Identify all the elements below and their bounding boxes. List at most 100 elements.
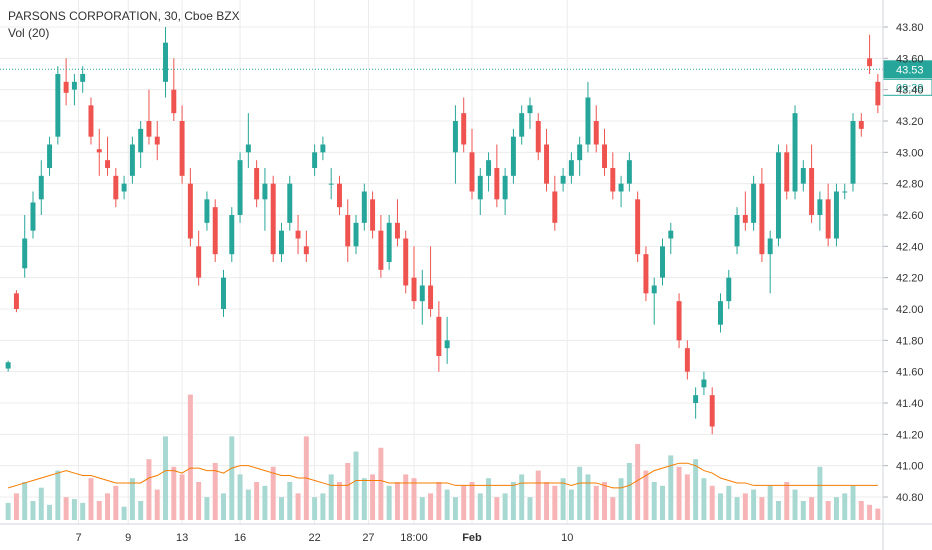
candle-body bbox=[668, 230, 674, 239]
y-tick-label: 41.60 bbox=[896, 367, 924, 379]
volume-bar bbox=[179, 474, 185, 520]
candle-body bbox=[138, 128, 144, 153]
volume-bar bbox=[809, 497, 815, 520]
volume-bar bbox=[71, 499, 77, 520]
volume-bar bbox=[775, 501, 781, 520]
candle-body bbox=[96, 149, 102, 153]
candle-body bbox=[767, 238, 773, 255]
candle-body bbox=[436, 316, 442, 356]
volume-bar bbox=[5, 502, 11, 520]
volume-ma-polyline bbox=[7, 462, 878, 489]
candle-body bbox=[270, 183, 276, 255]
volume-bar bbox=[717, 493, 723, 520]
candle-body bbox=[519, 113, 525, 137]
candle-body bbox=[693, 395, 699, 403]
volume-bar bbox=[709, 485, 715, 520]
candle-body bbox=[370, 199, 376, 231]
last-price-label[interactable]: 43.53 bbox=[896, 64, 924, 76]
volume-bar bbox=[154, 489, 160, 520]
volume-bar bbox=[726, 485, 732, 520]
candle-body bbox=[129, 144, 135, 176]
volume-bar bbox=[378, 447, 384, 520]
volume-bar bbox=[394, 482, 400, 520]
volume-bar bbox=[436, 482, 442, 520]
candle-body bbox=[121, 183, 127, 192]
volume-bar bbox=[734, 497, 740, 520]
candle-body bbox=[411, 277, 417, 302]
candle-body bbox=[336, 183, 342, 208]
volume-bar bbox=[825, 501, 831, 520]
volume-bar bbox=[618, 478, 624, 520]
candle-body bbox=[295, 230, 301, 239]
volume-bar bbox=[800, 501, 806, 520]
candle-body bbox=[817, 199, 823, 215]
volume-bar bbox=[63, 497, 69, 520]
candle-body bbox=[444, 340, 450, 349]
volume-bar bbox=[370, 474, 376, 520]
candle-body bbox=[13, 293, 19, 309]
volume-bar bbox=[759, 497, 765, 520]
candle-body bbox=[105, 160, 111, 168]
volume-bar bbox=[295, 493, 301, 520]
candle-body bbox=[833, 191, 839, 239]
volume-bar bbox=[502, 493, 508, 520]
candle-body bbox=[593, 121, 599, 145]
candle-body bbox=[552, 191, 558, 223]
x-tick-label: 13 bbox=[176, 532, 188, 544]
volume-bar bbox=[875, 508, 881, 520]
candle-body bbox=[378, 230, 384, 270]
y-tick-label: 42.60 bbox=[896, 210, 924, 222]
volume-bar bbox=[336, 482, 342, 520]
volume-bar bbox=[353, 451, 359, 520]
candle-body bbox=[635, 199, 641, 255]
volume-bar bbox=[602, 482, 608, 520]
volume-bar bbox=[312, 497, 318, 520]
volume-bar bbox=[245, 489, 251, 520]
y-tick-label: 41.80 bbox=[896, 335, 924, 347]
volume-bar bbox=[568, 489, 574, 520]
candle-body bbox=[825, 199, 831, 239]
candle-body bbox=[452, 121, 458, 153]
candle-body bbox=[734, 215, 740, 247]
candle-body bbox=[477, 175, 483, 200]
candle-body bbox=[751, 183, 757, 223]
countdown-label[interactable]: 09:39 bbox=[896, 82, 924, 94]
candle-body bbox=[196, 246, 202, 278]
volume-bar bbox=[221, 493, 226, 520]
volume-indicator-label[interactable]: Vol (20) bbox=[8, 26, 50, 40]
candle-body bbox=[245, 144, 251, 153]
candle-body bbox=[602, 144, 608, 168]
candle-body bbox=[701, 379, 707, 388]
volume-bar bbox=[767, 485, 773, 520]
volume-bar bbox=[328, 474, 334, 520]
volume-bar bbox=[477, 493, 483, 520]
candle-body bbox=[237, 160, 243, 215]
candle-body bbox=[717, 301, 723, 325]
candle-body bbox=[154, 136, 160, 145]
volume-bar bbox=[187, 394, 193, 520]
volume-bar bbox=[212, 463, 218, 520]
candle-body bbox=[676, 301, 682, 341]
volume-bar bbox=[361, 478, 367, 520]
volume-bar bbox=[585, 474, 591, 520]
candle-body bbox=[568, 160, 574, 176]
volume-bar bbox=[544, 482, 550, 520]
candle-body bbox=[428, 285, 434, 309]
candle-body bbox=[204, 199, 210, 223]
candle-body bbox=[171, 89, 177, 114]
candle-body bbox=[80, 74, 86, 82]
volume-bar bbox=[196, 482, 202, 520]
candle-body bbox=[328, 183, 334, 185]
candle-body bbox=[709, 395, 715, 427]
candle-body bbox=[229, 215, 235, 255]
volume-bars bbox=[5, 394, 881, 520]
candle-body bbox=[47, 144, 53, 168]
candle-body bbox=[386, 222, 392, 262]
symbol-title[interactable]: PARSONS CORPORATION, 30, Cboe BZX bbox=[8, 9, 240, 23]
volume-bar bbox=[13, 493, 19, 520]
volume-bar bbox=[784, 482, 790, 520]
candle-body bbox=[651, 285, 657, 294]
volume-bar bbox=[38, 487, 44, 520]
